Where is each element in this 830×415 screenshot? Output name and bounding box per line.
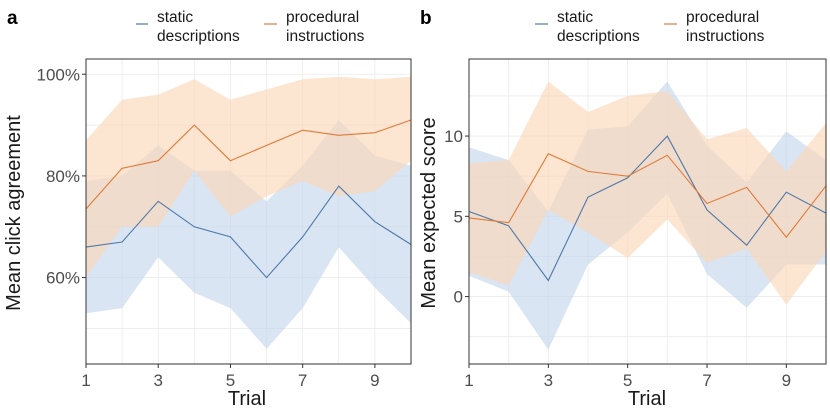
panel-b-x-tick-label: 5 — [623, 371, 632, 390]
panel-a-x-tick-label: 9 — [370, 371, 379, 390]
panel-b-x-tick-label: 3 — [544, 371, 553, 390]
panel-a-x-axis-title: Trial — [228, 388, 266, 410]
panel-b-y-tick-label: 0 — [454, 288, 463, 307]
panel-letter-a: a — [7, 8, 18, 29]
panel-a-series-line-static — [85, 185, 412, 279]
panel-b-series-line-procedural — [468, 152, 827, 239]
panel-b-series-line-static — [468, 135, 827, 282]
legend-b-static-line1: static — [557, 9, 593, 26]
panel-a-ci-band-procedural — [86, 76, 411, 278]
panel-b-y-tick-label: 5 — [454, 207, 463, 226]
panel-a-y-tick-label: 60% — [46, 269, 80, 288]
panel-a-chart: 1 3 5 7 9 60% 80% 100% — [37, 58, 412, 390]
legend-a: static descriptions procedural instructi… — [136, 9, 365, 45]
legend-a-static-line2: descriptions — [157, 28, 240, 45]
panel-b-x-axis-title: Trial — [628, 388, 666, 410]
legend-b: static descriptions procedural instructi… — [535, 9, 765, 45]
legend-a-procedural-line1: procedural — [286, 9, 359, 26]
panel-a-series-line-procedural — [85, 119, 412, 210]
panel-b-y-axis-title: Mean expected score — [418, 117, 440, 308]
panel-b-ci-band-static — [469, 81, 826, 350]
panel-b-chart: 1 3 5 7 9 0 5 10 — [444, 58, 827, 390]
panel-a-x-tick-label: 5 — [226, 371, 235, 390]
panel-b-x-tick-label: 1 — [464, 371, 473, 390]
panel-a-y-tick-label: 80% — [46, 167, 80, 186]
panel-b-border — [468, 58, 827, 365]
panel-a-y-axis-title: Mean click agreement — [3, 115, 25, 311]
panel-b-x-tick-label: 9 — [782, 371, 791, 390]
panel-a-y-tick-label: 100% — [37, 65, 80, 84]
legend-b-procedural-line2: instructions — [686, 28, 765, 45]
legend-b-static-line2: descriptions — [557, 28, 640, 45]
legend-b-procedural-line1: procedural — [686, 9, 759, 26]
panel-a-x-tick-label: 1 — [81, 371, 90, 390]
legend-a-procedural-line2: instructions — [286, 28, 365, 45]
panel-a-x-tick-label: 3 — [153, 371, 162, 390]
panel-b-y-tick-label: 10 — [444, 127, 463, 146]
legend-a-static-line1: static — [157, 9, 193, 26]
panel-letter-b: b — [420, 8, 432, 29]
panel-b-ci-band-procedural — [469, 81, 826, 305]
panel-b-x-tick-label: 7 — [702, 371, 711, 390]
panel-a-x-tick-label: 7 — [298, 371, 307, 390]
panel-a-border — [85, 58, 412, 365]
